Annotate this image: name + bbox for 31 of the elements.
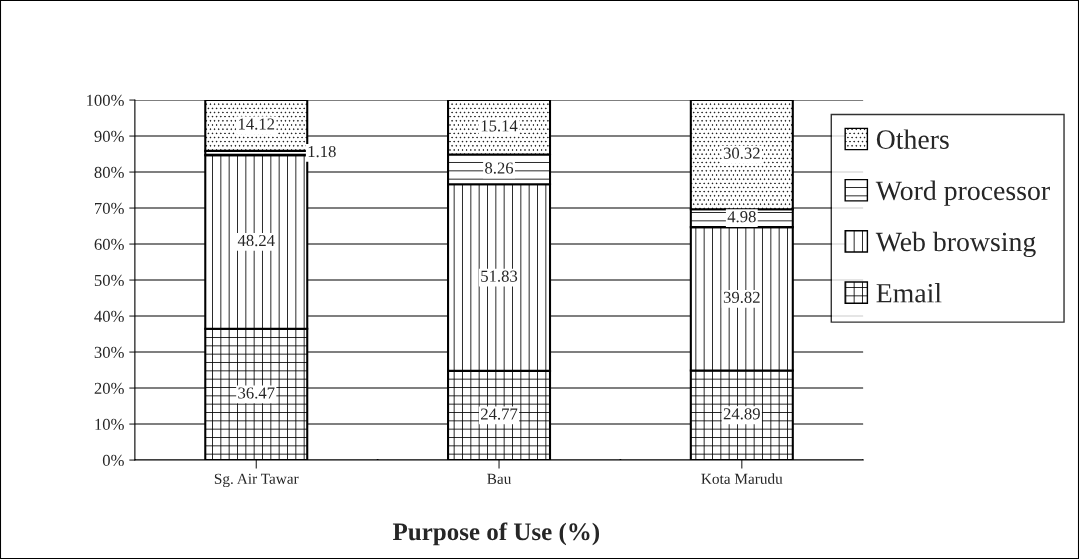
data-label: 4.98 <box>727 211 756 223</box>
legend-label: Word processor <box>875 180 1050 206</box>
data-label: 36.47 <box>238 387 275 399</box>
y-tick-label: 60% <box>94 238 124 251</box>
y-tick-label: 40% <box>94 310 124 323</box>
y-tick-label: 90% <box>94 130 124 143</box>
data-label: 39.82 <box>723 291 760 304</box>
x-tick-label: Kota Marudu <box>701 473 783 484</box>
legend-label: Others <box>876 129 949 149</box>
text: Purpose of Use (%) <box>392 522 600 546</box>
y-tick-label: 100% <box>87 94 124 107</box>
data-label: 24.77 <box>481 408 518 420</box>
data-label: 24.89 <box>723 408 760 420</box>
y-tick-label: 70% <box>95 202 124 215</box>
data-label: 48.24 <box>237 234 275 247</box>
data-label: 51.83 <box>481 270 518 282</box>
y-tick-label: 30% <box>94 346 124 359</box>
data-label: 15.14 <box>481 120 518 132</box>
y-tick-label: 20% <box>94 382 124 395</box>
x-tick-label: Sg. Air Tawar <box>214 473 299 488</box>
y-tick-label: 80% <box>94 166 124 179</box>
y-tick-label: 50% <box>94 274 124 287</box>
x-tick-label: Bau <box>487 473 512 484</box>
data-label: 8.26 <box>485 162 514 174</box>
legend-label: Web browsing <box>875 231 1036 258</box>
legend-label: Email <box>876 283 942 303</box>
data-label: 30.32 <box>723 147 760 159</box>
data-label: 14.12 <box>238 118 275 130</box>
y-tick-label: 10% <box>95 418 124 431</box>
data-label: 1.18 <box>308 145 336 158</box>
y-tick-label: 0% <box>102 454 124 467</box>
